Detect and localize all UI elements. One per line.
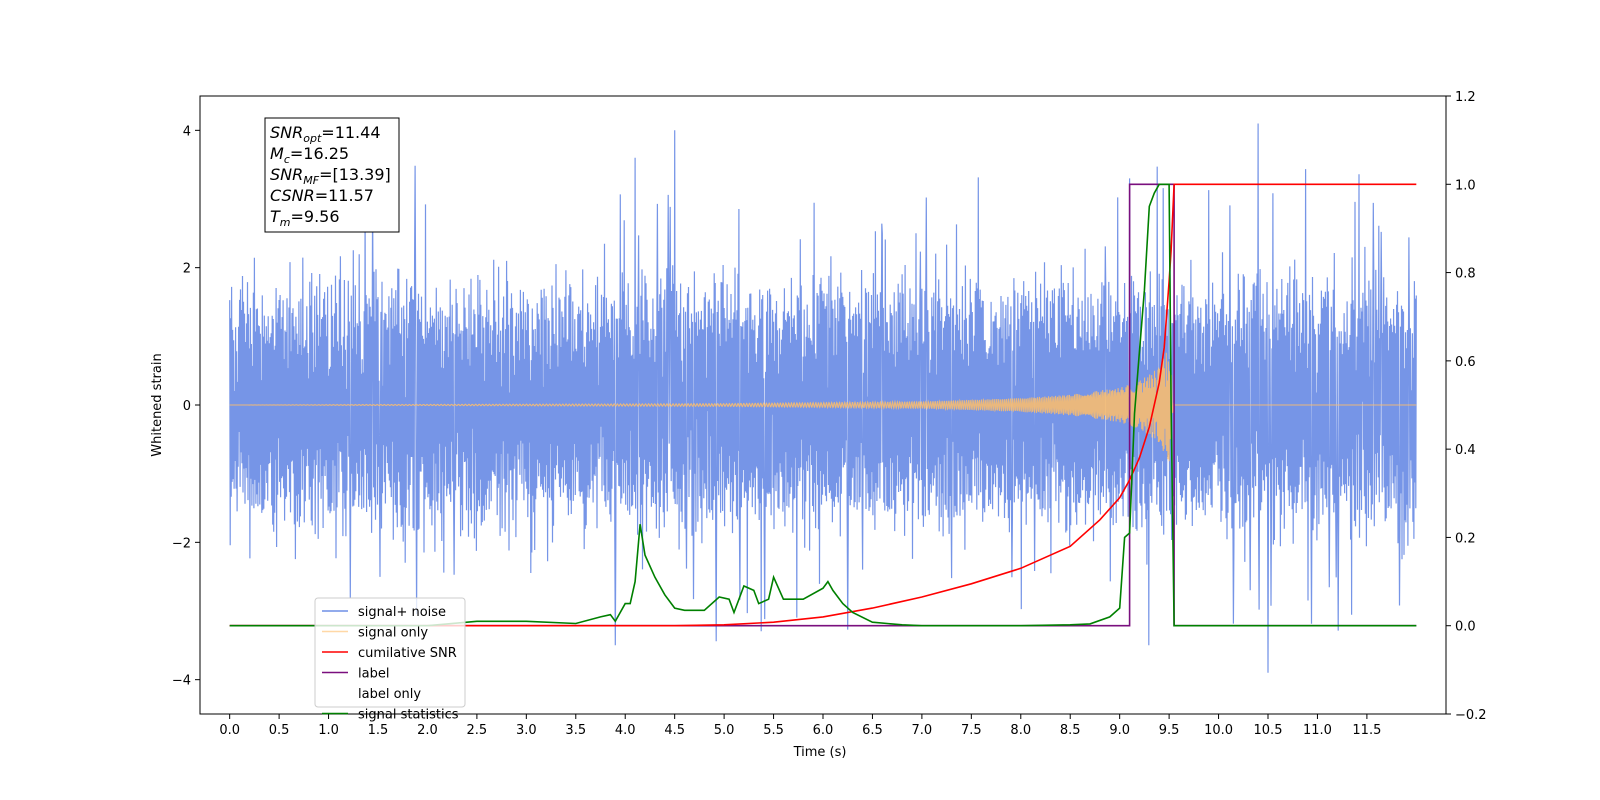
signal-plus-noise-line xyxy=(229,123,1417,673)
left-y-tick-label: 2 xyxy=(183,262,191,277)
annotation-subscript: m xyxy=(280,216,291,229)
x-tick-label: 1.5 xyxy=(368,723,389,738)
annotation-value: =16.25 xyxy=(290,144,349,163)
right-y-tick-label: 0.2 xyxy=(1455,531,1476,546)
x-tick-label: 7.5 xyxy=(961,723,982,738)
x-tick-label: 10.0 xyxy=(1204,723,1233,738)
right-y-tick-label: 1.0 xyxy=(1455,178,1476,193)
cumilative-snr-line xyxy=(229,183,1417,627)
annotation-line: Tm=9.56 xyxy=(270,207,340,229)
x-tick-label: 4.0 xyxy=(615,723,636,738)
x-tick-label: 3.0 xyxy=(516,723,537,738)
x-tick-label: 10.5 xyxy=(1254,723,1283,738)
x-tick-label: 8.0 xyxy=(1010,723,1031,738)
x-tick-label: 5.5 xyxy=(763,723,784,738)
annotation-symbol: T xyxy=(270,207,281,226)
x-tick-label: 7.0 xyxy=(912,723,933,738)
legend: signal+ noise signal only cumilative SNR la… xyxy=(314,597,466,723)
signal-only-line xyxy=(229,352,1417,462)
x-tick-label: 0.0 xyxy=(219,723,240,738)
x-tick-label: 11.0 xyxy=(1303,723,1332,738)
x-tick-label: 8.5 xyxy=(1060,723,1081,738)
x-tick-label: 9.5 xyxy=(1159,723,1180,738)
right-y-tick-label: 0.8 xyxy=(1455,267,1476,282)
left-y-tick-label: −2 xyxy=(172,536,191,551)
left-y-axis-ticks: 4 2 0 −2 −4 xyxy=(172,124,200,689)
stats-annotation-box: SNRopt=11.44Mc=16.25SNRMF=[13.39]CSNR=11… xyxy=(264,117,400,233)
right-y-tick-label: 0.4 xyxy=(1455,443,1476,458)
annotation-line: CSNR=11.57 xyxy=(270,186,374,205)
left-y-tick-label: 0 xyxy=(183,399,191,414)
right-y-tick-label: 0.0 xyxy=(1455,620,1476,635)
annotation-value: =[13.39] xyxy=(319,165,391,184)
annotation-line: SNRMF=[13.39] xyxy=(270,165,391,187)
legend-entry: signal+ noise xyxy=(358,605,446,620)
annotation-symbol: M xyxy=(270,144,284,163)
x-tick-label: 5.0 xyxy=(714,723,735,738)
left-y-axis-label: Whitened strain xyxy=(150,353,165,456)
annotation-value: =9.56 xyxy=(291,207,340,226)
x-tick-label: 3.5 xyxy=(565,723,586,738)
x-tick-label: 1.0 xyxy=(318,723,339,738)
x-tick-label: 2.5 xyxy=(467,723,488,738)
legend-entry: label xyxy=(358,667,389,682)
annotation-symbol: CSNR xyxy=(270,186,315,205)
x-tick-label: 6.0 xyxy=(813,723,834,738)
x-tick-label: 9.0 xyxy=(1109,723,1130,738)
annotation-symbol: SNR xyxy=(270,165,303,184)
annotation-subscript: MF xyxy=(303,174,319,187)
x-tick-label: 0.5 xyxy=(269,723,290,738)
annotation-subscript: c xyxy=(284,153,290,166)
legend-entry: signal only xyxy=(358,626,428,641)
annotation-value: =11.44 xyxy=(321,123,380,142)
x-tick-label: 2.0 xyxy=(417,723,438,738)
legend-entry: label only xyxy=(358,687,421,702)
legend-frame xyxy=(314,597,466,708)
annotation-line: SNRopt=11.44 xyxy=(270,123,381,145)
x-axis-ticks: 0.0 0.5 1.0 1.5 2.0 2.5 3.0 3.5 4.0 4.5 5.0 5.5 6.0 6… xyxy=(219,714,1381,738)
left-y-tick-label: 4 xyxy=(183,124,191,139)
x-tick-label: 4.5 xyxy=(664,723,685,738)
signal-statistics-line xyxy=(229,183,1417,627)
left-y-tick-label: −4 xyxy=(172,674,191,689)
right-y-axis-ticks: 1.2 1.0 0.8 0.6 0.4 0.2 0.0 −0.2 xyxy=(1446,90,1487,723)
annotation-symbol: SNR xyxy=(270,123,303,142)
x-tick-label: 11.5 xyxy=(1352,723,1381,738)
right-y-tick-label: −0.2 xyxy=(1455,708,1487,723)
annotation-subscript: opt xyxy=(303,132,322,145)
annotation-value: =11.57 xyxy=(315,186,374,205)
x-tick-label: 6.5 xyxy=(862,723,883,738)
annotation-line: Mc=16.25 xyxy=(270,144,349,166)
annotation-frame xyxy=(264,117,400,233)
right-y-tick-label: 1.2 xyxy=(1455,90,1476,105)
x-axis-label: Time (s) xyxy=(793,745,847,760)
right-y-tick-label: 0.6 xyxy=(1455,355,1476,370)
legend-entry: signal statistics xyxy=(358,708,459,723)
legend-entry: cumilative SNR xyxy=(358,646,457,661)
